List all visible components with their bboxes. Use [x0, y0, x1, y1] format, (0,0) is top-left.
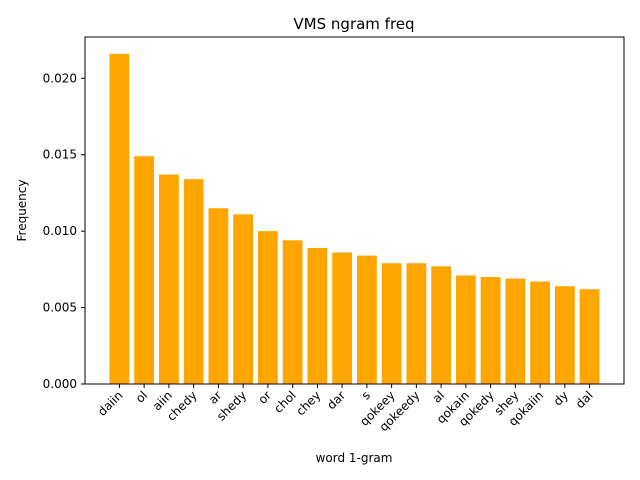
bar-dar: [332, 252, 353, 384]
bar-shedy: [233, 214, 254, 384]
y-tick-label: 0.020: [43, 71, 77, 85]
bar-dal: [579, 289, 600, 384]
chart-title: VMS ngram freq: [293, 15, 414, 33]
y-axis-ticks: 0.000 0.005 0.010 0.015 0.020: [43, 71, 85, 391]
x-tick-label: al: [430, 388, 447, 405]
bar-aiin: [158, 174, 179, 384]
x-tick-label: chey: [293, 388, 323, 418]
bar-qokeey: [381, 263, 402, 384]
bar-al: [431, 266, 452, 384]
y-axis-label: Frequency: [15, 180, 29, 242]
bar-or: [257, 231, 278, 384]
bar-qokedy: [480, 276, 501, 384]
bars-group: [109, 53, 600, 385]
bar-chedy: [183, 179, 204, 384]
y-tick-label: 0.000: [43, 377, 77, 391]
x-tick-label: dal: [573, 388, 596, 411]
bar-ol: [134, 156, 155, 384]
bar-qokeedy: [406, 263, 427, 384]
bar-chey: [307, 247, 328, 384]
bar-chol: [282, 240, 303, 384]
plot-frame: [84, 36, 625, 385]
x-tick-label: or: [255, 388, 274, 407]
bar-s: [356, 255, 377, 384]
bar-qokain: [455, 275, 476, 384]
bar-dy: [554, 286, 575, 384]
bar-ar: [208, 208, 229, 384]
y-tick-label: 0.005: [43, 301, 77, 315]
bar-qokaiin: [530, 281, 551, 384]
x-tick-label: daiin: [95, 388, 126, 419]
x-tick-label: s: [359, 388, 373, 402]
bar-daiin: [109, 53, 130, 385]
x-tick-label: dy: [551, 388, 571, 408]
x-tick-label: ar: [206, 388, 225, 407]
x-tick-label: dar: [324, 388, 348, 412]
x-tick-label: ol: [133, 388, 150, 405]
bar-shey: [505, 278, 526, 384]
y-tick-label: 0.015: [43, 148, 77, 162]
y-tick-label: 0.010: [43, 224, 77, 238]
x-axis-label: word 1-gram: [316, 451, 393, 465]
x-tick-label: chol: [271, 388, 298, 415]
